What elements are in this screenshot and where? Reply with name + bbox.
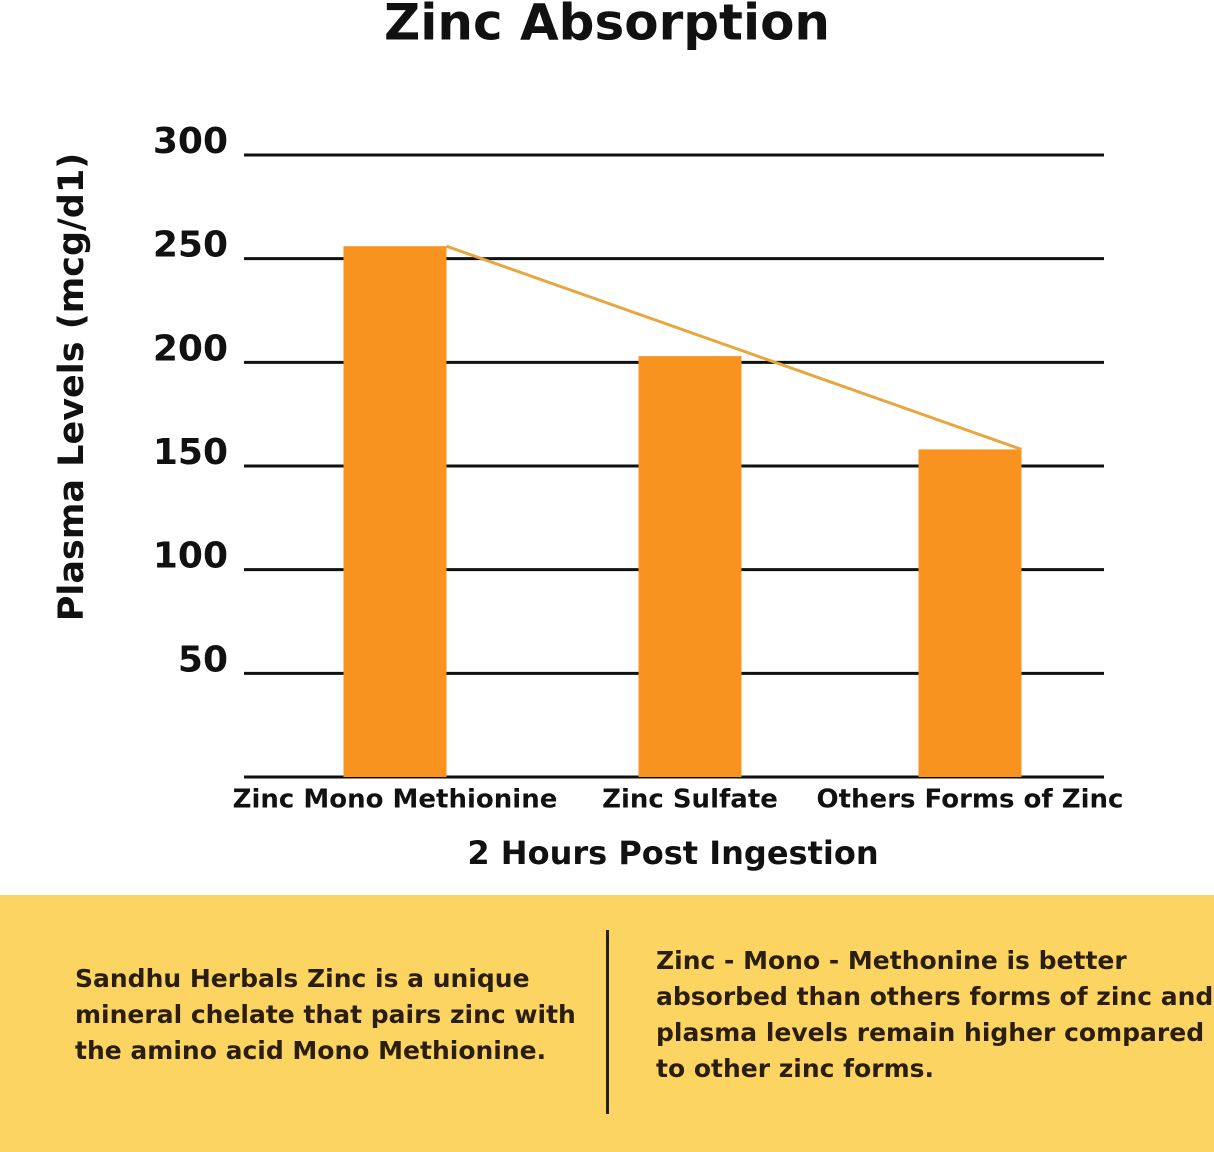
bar (343, 246, 447, 777)
text-line: the amino acid Mono Methionine. (75, 1036, 547, 1065)
text-line: to other zinc forms. (656, 1054, 934, 1083)
text-line: Sandhu Herbals Zinc is a unique (75, 964, 530, 993)
chart: Zinc Absorption Plasma Levels (mcg/d1) 2… (52, 0, 1124, 872)
y-axis-title: Plasma Levels (mcg/d1) (52, 153, 92, 621)
chart-title: Zinc Absorption (384, 0, 830, 52)
footer-left-text: Sandhu Herbals Zinc is a unique mineral c… (75, 961, 576, 1069)
x-tick-label: Zinc Sulfate (602, 785, 778, 815)
x-axis-title: 2 Hours Post Ingestion (467, 834, 878, 872)
y-tick-label: 250 (153, 225, 228, 266)
x-tick-label: Zinc Mono Methionine (233, 785, 558, 815)
text-line: plasma levels remain higher compared (656, 1018, 1205, 1047)
bar (918, 449, 1022, 777)
y-tick-label: 50 (178, 639, 228, 680)
footer: Sandhu Herbals Zinc is a unique mineral c… (0, 895, 1214, 1152)
y-tick-label: 150 (153, 432, 228, 473)
y-tick-label: 100 (153, 536, 228, 577)
text-line: Zinc - Mono - Methonine is better (656, 946, 1127, 975)
bar (638, 356, 742, 777)
divider (606, 930, 609, 1114)
text-line: absorbed than others forms of zinc and (656, 982, 1214, 1011)
y-tick-label: 200 (153, 328, 228, 369)
y-tick-label: 300 (153, 121, 228, 162)
footer-right-text: Zinc - Mono - Methonine is better absorbe… (656, 943, 1213, 1087)
trend-line (446, 244, 1022, 451)
text-line: mineral chelate that pairs zinc with (75, 1000, 576, 1029)
x-tick-label: Others Forms of Zinc (817, 785, 1124, 815)
